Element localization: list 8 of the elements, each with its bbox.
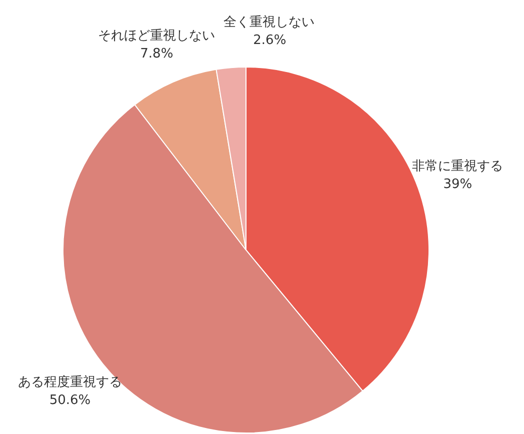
- slice-label: 全く重視しない: [224, 14, 315, 30]
- slice-label: 非常に重視する: [412, 158, 504, 174]
- data-label: 39%: [443, 176, 472, 192]
- slice-label: ある程度重視する: [18, 374, 122, 390]
- slice-label: それほど重視しない: [98, 28, 216, 44]
- data-label: 2.6%: [253, 32, 286, 48]
- data-label: 50.6%: [49, 393, 91, 408]
- data-label: 7.8%: [140, 46, 174, 62]
